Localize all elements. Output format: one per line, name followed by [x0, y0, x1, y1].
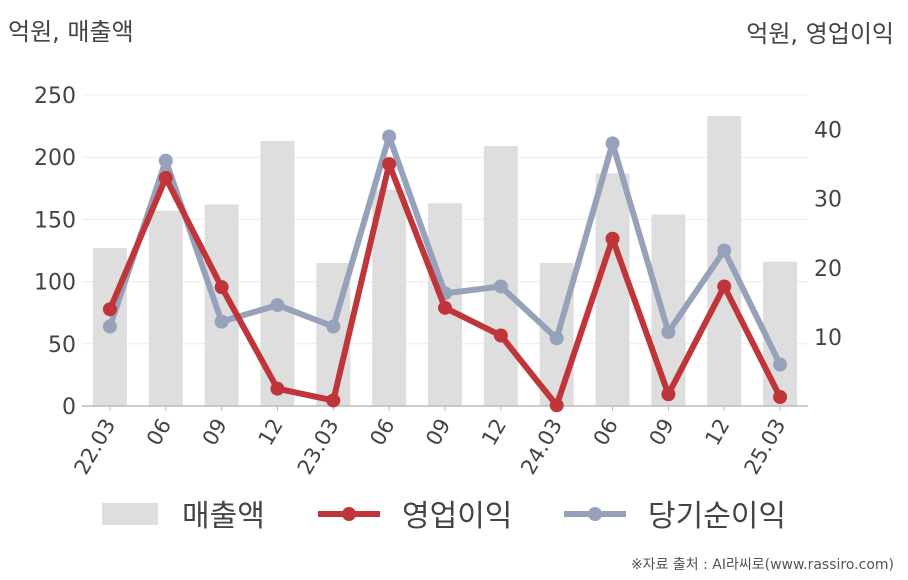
net-income-point: [605, 136, 620, 151]
revenue-bar: [372, 189, 407, 406]
y-left-tick-label: 150: [34, 208, 76, 233]
x-tick-label: 23.03: [293, 415, 344, 479]
right-axis-unit-label: 억원, 영업이익: [746, 20, 894, 48]
x-tick-label: 09: [421, 415, 455, 450]
revenue-bar: [707, 116, 742, 406]
net-income-point: [493, 279, 508, 294]
legend-label-operating-profit: 영업이익: [402, 499, 512, 534]
y-left-tick-label: 200: [34, 146, 76, 171]
net-income-point: [326, 319, 341, 334]
legend-label-revenue: 매출액: [182, 499, 265, 534]
left-axis-unit-label: 억원, 매출액: [8, 18, 134, 46]
y-right-tick-label: 30: [814, 188, 842, 213]
operating-profit-point: [102, 302, 117, 317]
legend-marker-net-income: [588, 507, 602, 521]
net-income-point: [661, 325, 676, 340]
x-tick-label: 24.03: [516, 415, 567, 479]
revenue-bar: [483, 146, 518, 406]
revenue-bar: [148, 210, 183, 406]
x-tick-label: 09: [645, 415, 679, 450]
legend-label-net-income: 당기순이익: [648, 499, 786, 534]
net-income-point: [158, 153, 173, 168]
y-left-tick-label: 100: [34, 271, 76, 296]
x-tick-label: 06: [589, 415, 623, 450]
x-tick-label: 12: [477, 415, 511, 450]
net-income-point: [382, 129, 397, 144]
revenue-bar: [595, 173, 630, 406]
operating-profit-point: [326, 393, 341, 408]
net-income-point: [549, 331, 564, 346]
operating-profit-point: [158, 170, 173, 185]
operating-profit-point: [214, 280, 229, 295]
x-tick-label: 09: [198, 415, 232, 450]
operating-profit-point: [605, 231, 620, 246]
operating-profit-point: [493, 328, 508, 343]
net-income-point: [102, 319, 117, 334]
x-tick-label: 06: [365, 415, 399, 450]
x-tick-label: 22.03: [69, 415, 120, 479]
net-income-point: [270, 298, 285, 313]
revenue-bar: [763, 261, 798, 406]
net-income-point: [214, 314, 229, 329]
operating-profit-point: [549, 398, 564, 413]
operating-profit-point: [382, 157, 397, 172]
x-tick-label: 12: [700, 415, 734, 450]
y-left-tick-label: 50: [48, 333, 76, 358]
operating-profit-point: [717, 279, 732, 294]
y-left-tick-label: 250: [34, 84, 76, 109]
net-income-point: [717, 243, 732, 258]
operating-profit-point: [773, 390, 788, 405]
x-tick-label: 12: [254, 415, 288, 450]
net-income-point: [773, 357, 788, 372]
legend-marker-operating-profit: [342, 507, 356, 521]
x-tick-label: 25.03: [740, 415, 791, 479]
operating-profit-point: [270, 381, 285, 396]
operating-profit-point: [661, 387, 676, 402]
x-tick-label: 06: [142, 415, 176, 450]
legend-swatch-revenue: [102, 503, 158, 525]
y-right-tick-label: 40: [814, 119, 842, 144]
y-right-tick-label: 10: [814, 326, 842, 351]
source-note: ※자료 출처 : AI라씨로(www.rassiro.com): [630, 557, 894, 573]
operating-profit-point: [438, 300, 452, 315]
y-left-tick-label: 0: [62, 395, 76, 420]
y-right-tick-label: 20: [814, 257, 842, 282]
revenue-bar: [260, 141, 295, 406]
